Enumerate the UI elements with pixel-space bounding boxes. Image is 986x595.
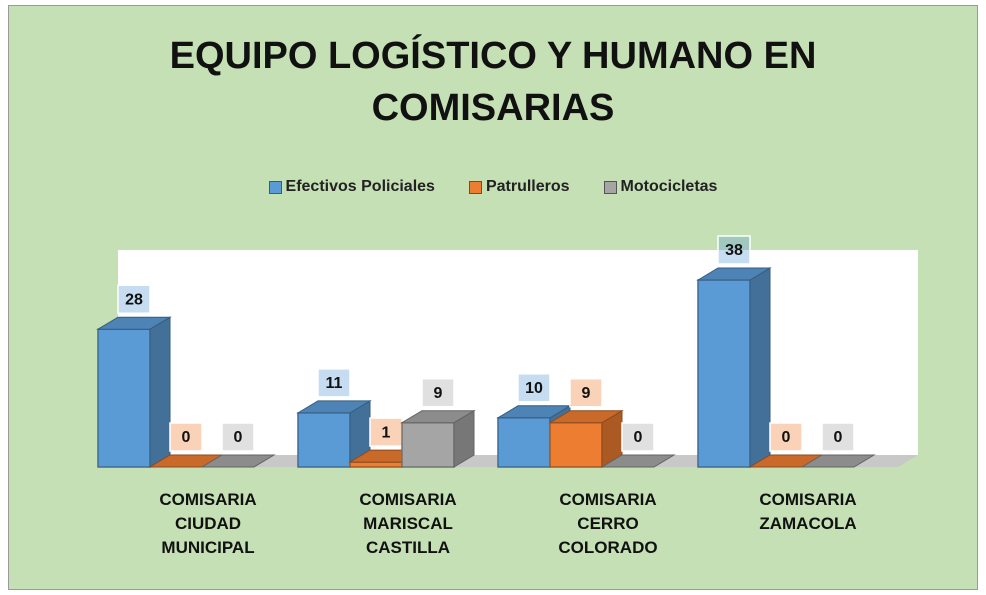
value-label-box xyxy=(517,373,551,403)
value-label: 11 xyxy=(326,375,343,392)
bar-front xyxy=(297,412,351,468)
x-tick-label: COMISARIA ZAMACOLA xyxy=(759,490,857,533)
bar-top xyxy=(548,410,624,424)
value-label: 10 xyxy=(525,380,543,397)
bar-front xyxy=(497,417,551,468)
value-label-box xyxy=(717,235,751,265)
value-label: 0 xyxy=(782,429,791,446)
bar-side xyxy=(749,267,771,468)
bar-front xyxy=(549,421,603,468)
value-label-box xyxy=(821,422,855,452)
bar-top xyxy=(696,267,772,281)
value-label: 38 xyxy=(725,242,743,259)
legend-swatch xyxy=(268,180,282,194)
chart-title: EQUIPO LOGÍSTICO Y HUMANO EN COMISARIAS xyxy=(169,35,817,129)
legend-item: Motocicletas xyxy=(603,178,718,196)
bar-top xyxy=(600,454,676,468)
bar-top xyxy=(800,454,876,468)
value-label-box xyxy=(621,422,655,452)
value-label-box xyxy=(221,422,255,452)
value-label-box xyxy=(369,417,403,447)
legend-swatch xyxy=(603,180,617,194)
legend-label: Efectivos Policiales xyxy=(285,178,435,195)
x-tick-label: COMISARIA CIUDAD MUNICIPAL xyxy=(159,490,257,557)
value-label: 1 xyxy=(382,424,391,441)
value-label: 0 xyxy=(634,429,643,446)
value-label-box xyxy=(169,422,203,452)
legend: Efectivos Policiales Patrulleros Motocicle… xyxy=(0,178,986,196)
value-label-box xyxy=(117,284,151,314)
bar-front xyxy=(697,279,751,468)
value-label-box xyxy=(317,368,351,398)
value-label: 0 xyxy=(234,429,243,446)
value-label: 28 xyxy=(125,291,143,308)
legend-item: Efectivos Policiales xyxy=(268,178,435,196)
value-label-box xyxy=(769,422,803,452)
x-tick-label: COMISARIA CERRO COLORADO xyxy=(558,490,658,557)
value-label: 0 xyxy=(834,429,843,446)
bar-front xyxy=(401,421,455,468)
bar-front xyxy=(349,461,403,468)
value-label: 9 xyxy=(582,385,591,402)
value-label: 9 xyxy=(434,385,443,402)
legend-label: Patrulleros xyxy=(485,178,570,195)
legend-item: Patrulleros xyxy=(468,178,570,196)
bar-top xyxy=(296,400,372,414)
bar-top xyxy=(96,316,172,330)
legend-label: Motocicletas xyxy=(620,178,718,195)
bar-side xyxy=(149,316,171,468)
bar-front xyxy=(97,328,151,468)
legend-swatch xyxy=(468,180,482,194)
x-tick-label: COMISARIA MARISCAL CASTILLA xyxy=(359,490,457,557)
bar-top xyxy=(200,454,276,468)
value-label: 0 xyxy=(182,429,191,446)
value-label-box xyxy=(569,377,603,408)
value-label-box xyxy=(421,377,455,408)
bar-top xyxy=(400,410,476,424)
